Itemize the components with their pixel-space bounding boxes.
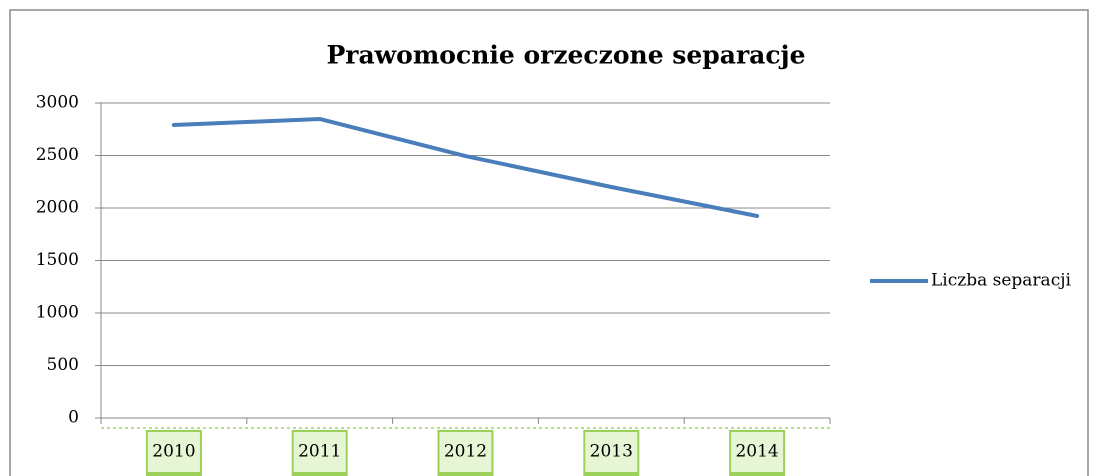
y-tick-label: 2500 [36,145,79,165]
label-highlight-inner [147,432,200,472]
data-line [171,116,760,218]
x-tick-label: 2013 [590,442,633,462]
chart-frame [9,9,1089,476]
y-tick-label: 0 [68,408,79,428]
label-highlight-inner [439,432,492,472]
label-highlight-inner [585,432,638,472]
y-tick-label: 2000 [36,198,79,218]
x-tick-label: 2011 [298,442,341,462]
y-tick-label: 1000 [36,303,79,323]
x-tick-label: 2010 [152,442,195,462]
chart-title: Prawomocnie orzeczone separacje [326,41,805,70]
y-tick-label: 1500 [36,250,79,270]
y-tick-label: 3000 [36,93,79,113]
x-tick-label: 2014 [735,442,778,462]
y-tick-label: 500 [47,355,79,375]
x-tick-label: 2012 [444,442,487,462]
label-highlight-inner [293,432,346,472]
label-highlight-inner [731,432,784,472]
legend-label: Liczba separacji [931,271,1071,291]
